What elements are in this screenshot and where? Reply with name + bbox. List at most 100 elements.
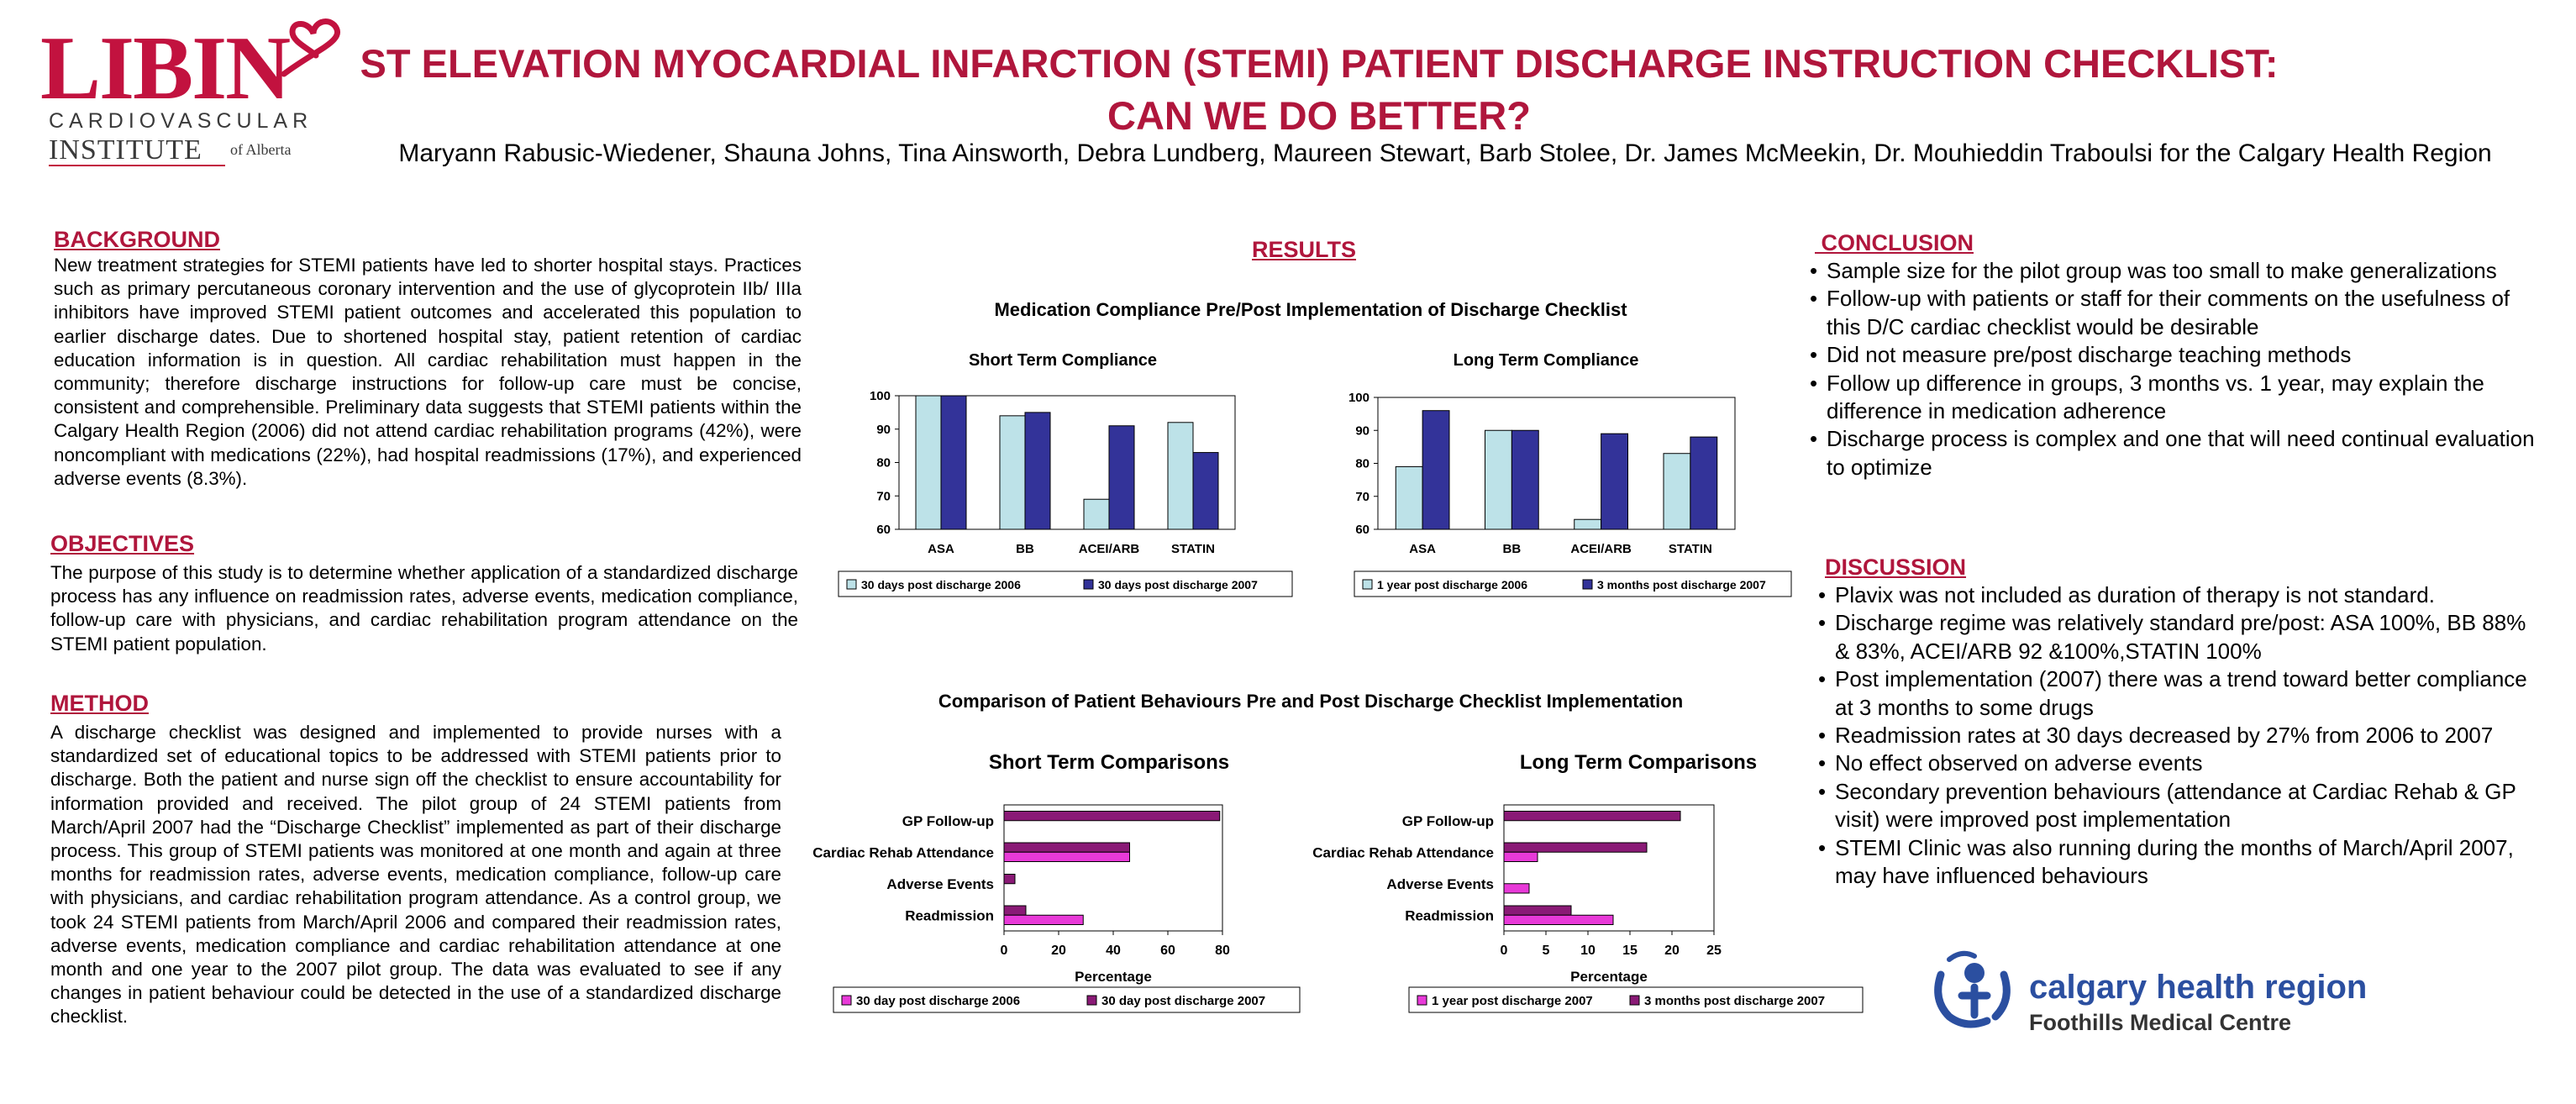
bar — [1003, 811, 1221, 822]
legend-swatch — [841, 995, 852, 1006]
x-tick-label: BB — [1016, 542, 1034, 556]
legend-swatch — [1362, 579, 1373, 590]
discussion-item: Readmission rates at 30 days decreased b… — [1815, 722, 2546, 750]
bar — [1690, 436, 1718, 530]
x-tick-label: 20 — [1051, 944, 1066, 958]
patient-behaviours-title: Comparison of Patient Behaviours Pre and… — [938, 691, 1684, 712]
y-tick-label: 70 — [876, 489, 891, 503]
method-heading: METHOD — [50, 691, 149, 716]
bar — [1024, 412, 1051, 530]
y-tick-label: 100 — [870, 389, 891, 403]
conclusion-item: Discharge process is complex and one tha… — [1806, 425, 2537, 481]
discussion-item: Post implementation (2007) there was a t… — [1815, 665, 2546, 722]
chart-title: Long Term Comparisons — [1520, 751, 1757, 774]
legend-label: 30 days post discharge 2007 — [1098, 578, 1258, 591]
discussion-list: Plavix was not included as duration of t… — [1815, 581, 2546, 890]
x-tick-label: 0 — [1501, 944, 1508, 958]
x-tick-label: ACEI/ARB — [1079, 542, 1140, 556]
bar — [1503, 914, 1614, 925]
y-tick-label: GP Follow-up — [902, 813, 994, 829]
background-text: New treatment strategies for STEMI patie… — [54, 255, 802, 489]
y-tick-label: 60 — [876, 523, 891, 537]
chart-title: Short Term Compliance — [969, 351, 1157, 370]
objectives-heading: OBJECTIVES — [50, 531, 195, 556]
heart-icon — [281, 18, 340, 77]
calgary-health-region-icon — [1934, 950, 2011, 1028]
bar — [1083, 498, 1110, 530]
discussion-item: Discharge regime was relatively standard… — [1815, 609, 2546, 665]
x-tick-label: 40 — [1106, 944, 1121, 958]
x-tick-label: 25 — [1706, 944, 1722, 958]
legend-box — [833, 986, 1301, 1013]
y-tick-label: 90 — [876, 423, 891, 437]
chr-logo-line2: Foothills Medical Centre — [2029, 1010, 2291, 1035]
legend-label: 3 months post discharge 2007 — [1644, 994, 1825, 1008]
x-tick-label: 80 — [1215, 944, 1230, 958]
discussion-item: STEMI Clinic was also running during the… — [1815, 834, 2546, 891]
bar — [1395, 465, 1423, 530]
y-tick-label: GP Follow-up — [1402, 813, 1494, 829]
plot-area — [1503, 804, 1715, 932]
y-tick-label: 100 — [1348, 391, 1369, 405]
bar — [1422, 410, 1450, 530]
calgary-health-region-logo: calgary health region Foothills Medical … — [1934, 950, 2367, 1035]
legend-swatch — [1086, 995, 1097, 1006]
bar — [1167, 422, 1194, 530]
bar — [1192, 452, 1219, 530]
bar — [1503, 842, 1648, 853]
conclusion-item: Sample size for the pilot group was too … — [1806, 257, 2537, 286]
y-tick-label: Readmission — [905, 907, 994, 923]
logo-divider — [49, 165, 225, 166]
conclusion-heading: CONCLUSION — [1815, 230, 1974, 255]
legend-swatch — [1417, 995, 1427, 1006]
x-tick-label: 5 — [1543, 944, 1550, 958]
bar — [1503, 883, 1530, 894]
legend-swatch — [1629, 995, 1640, 1006]
y-tick-label: Readmission — [1405, 907, 1494, 923]
discussion-item: Plavix was not included as duration of t… — [1815, 581, 2546, 610]
x-tick-label: ASA — [1409, 542, 1436, 556]
bar — [1503, 905, 1572, 916]
libin-logo-word: LIBIN — [40, 18, 291, 118]
bar — [915, 395, 942, 530]
legend-label: 30 day post discharge 2007 — [1101, 994, 1265, 1008]
x-tick-label: BB — [1503, 542, 1522, 556]
legend-box — [838, 570, 1293, 597]
x-tick-label: 20 — [1664, 944, 1680, 958]
poster-title-line2: CAN WE DO BETTER? — [1107, 93, 1531, 138]
discussion-item: No effect observed on adverse events — [1815, 749, 2546, 778]
logo-institute: INSTITUTE — [49, 134, 202, 166]
y-tick-label: Cardiac Rehab Attendance — [812, 844, 994, 860]
bar — [1601, 433, 1628, 530]
x-axis-label: Percentage — [1570, 969, 1648, 985]
x-tick-label: STATIN — [1171, 542, 1215, 556]
bar — [1003, 842, 1130, 853]
legend-label: 1 year post discharge 2007 — [1432, 994, 1593, 1008]
bar — [1003, 851, 1130, 862]
y-tick-label: Cardiac Rehab Attendance — [1312, 844, 1494, 860]
y-tick-label: 90 — [1355, 423, 1369, 438]
chart-title: Long Term Compliance — [1454, 351, 1639, 370]
conclusion-list: Sample size for the pilot group was too … — [1806, 257, 2537, 481]
x-tick-label: 15 — [1622, 944, 1638, 958]
bar — [940, 395, 967, 530]
legend-label: 30 days post discharge 2006 — [861, 578, 1021, 591]
short-term-compliance-chart: Short Term Compliance 60 70 80 90 100 ASA BB ACE… — [838, 351, 1293, 597]
short-term-comparisons-chart: Short Term Comparisons 0 20 40 60 80 Percentag… — [812, 751, 1301, 1013]
x-tick-label: ACEI/ARB — [1570, 542, 1632, 556]
y-tick-label: 70 — [1355, 490, 1369, 504]
x-tick-label: STATIN — [1669, 542, 1712, 556]
y-tick-label: 60 — [1355, 523, 1369, 537]
legend-label: 30 day post discharge 2006 — [856, 994, 1020, 1008]
bar — [1003, 874, 1016, 885]
long-term-comparisons-chart: Long Term Comparisons 0 5 10 15 20 25 Percentag… — [1312, 751, 1864, 1013]
logo-of-alberta: of Alberta — [230, 141, 292, 158]
bar — [1003, 905, 1027, 916]
conclusion-item: Follow up difference in groups, 3 months… — [1806, 370, 2537, 426]
legend-swatch — [846, 579, 857, 590]
bar — [1003, 914, 1084, 925]
legend-label: 1 year post discharge 2006 — [1377, 578, 1527, 591]
y-tick-label: 80 — [1355, 457, 1369, 471]
bar — [1574, 518, 1602, 530]
conclusion-item: Did not measure pre/post discharge teach… — [1806, 341, 2537, 370]
